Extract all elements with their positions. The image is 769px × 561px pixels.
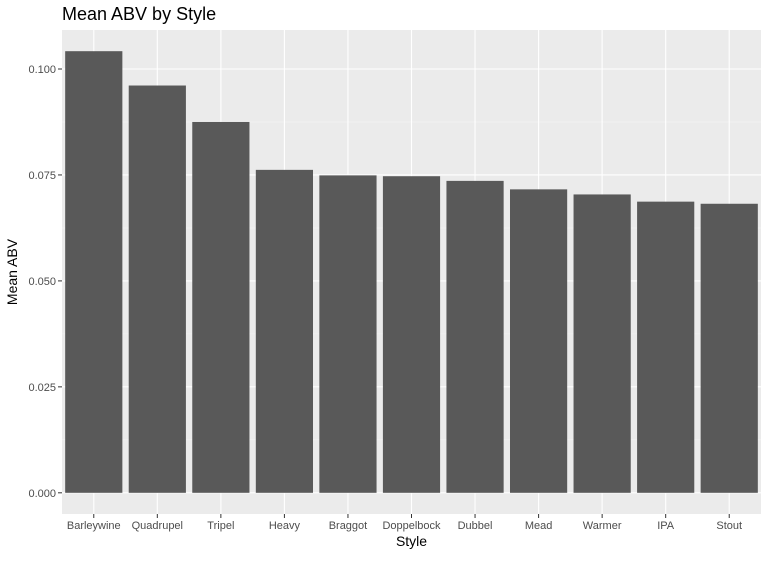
bar-stout bbox=[700, 203, 758, 493]
chart-title: Mean ABV by Style bbox=[62, 4, 216, 24]
x-tick-label: IPA bbox=[657, 520, 675, 532]
x-tick-label: Barleywine bbox=[67, 520, 121, 532]
x-tick-label: Stout bbox=[716, 520, 742, 532]
x-tick-label: Warmer bbox=[583, 520, 622, 532]
bar-heavy bbox=[255, 169, 314, 493]
y-tick-label: 0.000 bbox=[28, 488, 56, 500]
bar-quadrupel bbox=[128, 85, 186, 493]
x-tick-label: Tripel bbox=[207, 520, 234, 532]
x-tick-label: Doppelbock bbox=[382, 520, 441, 532]
y-axis-title: Mean ABV bbox=[4, 238, 20, 305]
bars bbox=[65, 51, 758, 493]
x-tick-label: Heavy bbox=[269, 520, 301, 532]
bar-tripel bbox=[192, 121, 250, 493]
bar-braggot bbox=[319, 175, 377, 493]
bar-ipa bbox=[637, 201, 695, 493]
y-tick-label: 0.050 bbox=[28, 276, 56, 288]
bar-dubbel bbox=[446, 180, 504, 493]
bar-doppelbock bbox=[382, 176, 441, 493]
y-tick-label: 0.075 bbox=[28, 170, 56, 182]
y-tick-label: 0.100 bbox=[28, 64, 56, 76]
x-tick-label: Quadrupel bbox=[132, 520, 183, 532]
x-axis: Barleywine Quadrupel Tripel Heavy Braggot Dop… bbox=[67, 514, 742, 532]
bar-barleywine bbox=[65, 51, 123, 493]
x-tick-label: Braggot bbox=[329, 520, 368, 532]
x-axis-title: Style bbox=[396, 533, 427, 549]
bar-mead bbox=[509, 189, 568, 493]
bar-warmer bbox=[573, 194, 631, 493]
x-tick-label: Dubbel bbox=[458, 520, 493, 532]
y-axis: 0.000 0.025 0.050 0.075 0.100 bbox=[28, 64, 62, 500]
y-tick-label: 0.025 bbox=[28, 382, 56, 394]
x-tick-label: Mead bbox=[525, 520, 553, 532]
